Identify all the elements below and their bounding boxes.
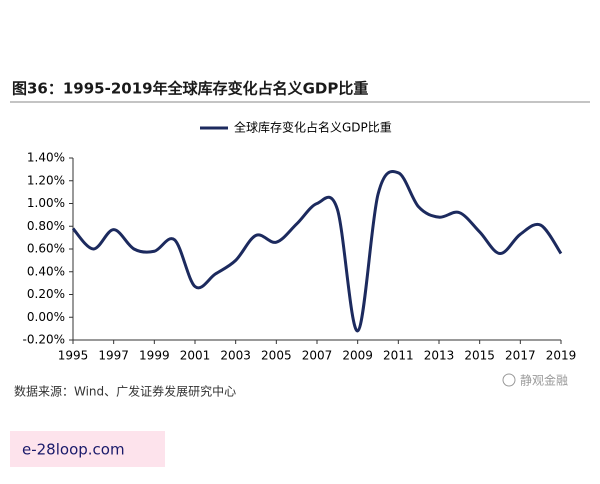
y-tick-label: 0.80% xyxy=(27,219,65,233)
y-tick-label: 0.20% xyxy=(27,287,65,301)
line-series xyxy=(71,170,563,333)
watermark-icon xyxy=(502,373,516,387)
x-tick-label: 2017 xyxy=(505,349,536,363)
x-tick-label: 2011 xyxy=(383,349,414,363)
site-box xyxy=(10,431,165,467)
x-tick-label: 1995 xyxy=(58,349,89,363)
x-tick-label: 2009 xyxy=(342,349,373,363)
site-label: e-28loop.com xyxy=(22,441,125,459)
y-tick-label: 0.00% xyxy=(27,310,65,324)
y-tick-label: -0.20% xyxy=(23,333,65,347)
y-tick-label: 1.00% xyxy=(27,196,65,210)
x-tick-label: 1999 xyxy=(139,349,170,363)
y-tick-label: 1.40% xyxy=(27,151,65,165)
x-tick-label: 2003 xyxy=(220,349,251,363)
x-tick-label: 1997 xyxy=(98,349,129,363)
source-note: 数据来源：Wind、广发证券发展研究中心 xyxy=(14,384,236,399)
x-tick-label: 2013 xyxy=(424,349,455,363)
y-tick-label: 0.60% xyxy=(27,242,65,256)
legend-label: 全球库存变化占名义GDP比重 xyxy=(234,120,392,135)
y-tick-label: 0.40% xyxy=(27,264,65,278)
x-tick-label: 2015 xyxy=(464,349,495,363)
chart-title: 图36：1995-2019年全球库存变化占名义GDP比重 xyxy=(12,80,368,98)
x-tick-label: 2005 xyxy=(261,349,292,363)
x-tick-label: 2001 xyxy=(180,349,211,363)
watermark: 静观金融 xyxy=(520,373,568,388)
x-tick-label: 2007 xyxy=(302,349,333,363)
y-tick-label: 1.20% xyxy=(27,173,65,187)
x-tick-label: 2019 xyxy=(546,349,577,363)
